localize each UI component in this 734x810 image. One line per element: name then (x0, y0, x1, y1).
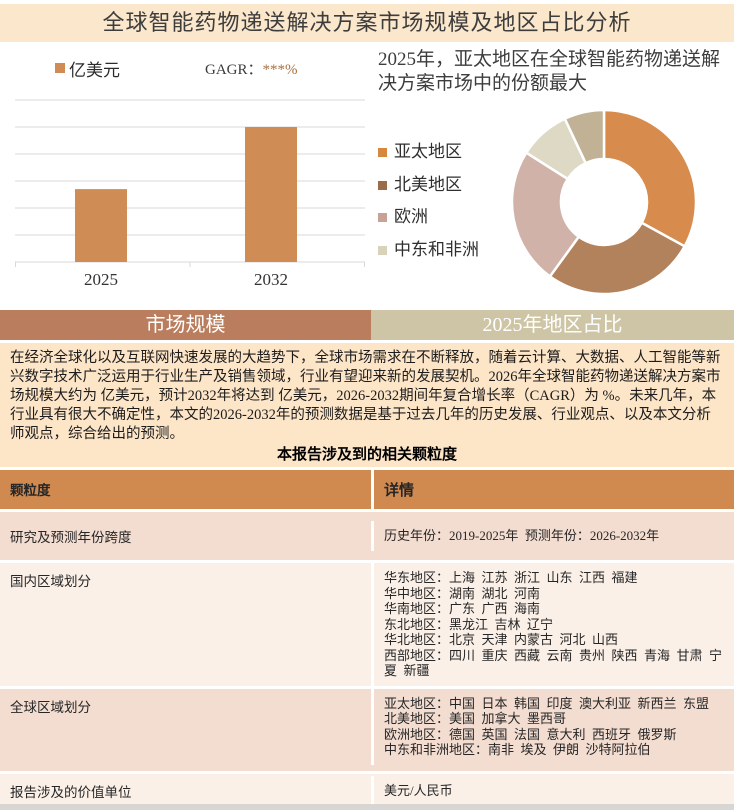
legend-marker-icon (378, 148, 387, 157)
legend-label: 中东和非洲 (394, 239, 479, 259)
legend-item: 亚太地区 (378, 142, 490, 162)
bottom-edge-strip (0, 804, 734, 810)
bar-chart-svg: 2025 2032 (15, 99, 365, 289)
detail-line: 历史年份：2019-2025年 预测年份：2026-2032年 (384, 528, 660, 544)
detail-line: 东北地区：黑龙江 吉林 辽宁 (384, 616, 554, 632)
section-header-region-share: 2025年地区占比 (371, 310, 734, 340)
detail-line: 亚太地区：中国 日本 韩国 印度 澳大利亚 新西兰 东盟 (384, 695, 710, 711)
legend-label: 欧洲 (394, 207, 428, 227)
legend-item: 中东和非洲 (378, 240, 490, 260)
row-detail: 亚太地区：中国 日本 韩国 印度 澳大利亚 新西兰 东盟 北美地区：美国 加拿大 … (371, 688, 734, 765)
legend-item: 欧洲 (378, 207, 490, 227)
x-axis-label: 2032 (254, 270, 288, 289)
detail-line: 美元/人民币 (384, 782, 453, 798)
table-header-row: 颗粒度 详情 (0, 470, 734, 509)
section-header-row: 市场规模 2025年地区占比 (0, 310, 734, 340)
detail-line: 华中地区：湖南 湖北 河南 (384, 585, 541, 601)
donut-chart-svg (510, 108, 698, 296)
table-row: 国内区域划分 华东地区：上海 江苏 浙江 山东 江西 福建 华中地区：湖南 湖北 河… (0, 563, 734, 686)
detail-line: 华东地区：上海 江苏 浙江 山东 江西 福建 (384, 570, 638, 585)
legend-marker-icon (378, 213, 387, 223)
table-row: 研究及预测年份跨度 历史年份：2019-2025年 预测年份：2026-2032年 (0, 512, 734, 560)
legend-label: 北美地区 (394, 174, 462, 194)
unit-legend-label: 亿美元 (69, 61, 120, 80)
legend-item: 北美地区 (378, 175, 490, 195)
market-size-bar-panel: 亿美元 GAGR：***% 2025 2032 (0, 42, 370, 310)
description-block: 在经济全球化以及互联网快速发展的大趋势下，全球市场需求在不断释放，随着云计算、大… (0, 343, 734, 467)
bar-2032 (245, 127, 297, 262)
row-detail: 美元/人民币 (371, 775, 734, 806)
bar-chart-legend: 亿美元 GAGR：***% (0, 56, 370, 80)
legend-label: 亚太地区 (394, 142, 462, 161)
charts-row: 亿美元 GAGR：***% 2025 2032 2025年，亚太地区在全球智能药物… (0, 42, 734, 310)
row-label: 国内区域划分 (10, 574, 91, 589)
table-row: 全球区域划分 亚太地区：中国 日本 韩国 印度 澳大利亚 新西兰 东盟 北美地区：美… (0, 688, 734, 771)
detail-line: 北美地区：美国 加拿大 墨西哥 (384, 711, 567, 726)
section-header-market-size: 市场规模 (0, 310, 371, 340)
bar-2025 (75, 189, 127, 262)
donut-slice-北美地区 (548, 221, 686, 296)
table-title: 本报告涉及到的相关颗粒度 (276, 447, 457, 463)
donut-slice-亚太地区 (602, 108, 698, 248)
row-label: 报告涉及的价值单位 (10, 784, 132, 800)
detail-line: 欧洲地区：德国 英国 法国 意大利 西班牙 俄罗斯 (384, 726, 677, 742)
cagr-value: ***% (262, 62, 298, 78)
detail-line: 华北地区：北京 天津 内蒙古 河北 山西 (384, 632, 619, 647)
granularity-table: 颗粒度 详情 研究及预测年份跨度 历史年份：2019-2025年 预测年份：202… (0, 470, 734, 810)
detail-line: 华南地区：广东 广西 海南 (384, 601, 541, 616)
detail-line: 西部地区：四川 重庆 西藏 云南 贵州 陕西 青海 甘肃 宁夏 新疆 (384, 647, 723, 679)
table-row: 报告涉及的价值单位 美元/人民币 (0, 773, 734, 808)
table-body: 研究及预测年份跨度 历史年份：2019-2025年 预测年份：2026-2032年… (0, 512, 734, 808)
donut-slice-欧洲 (510, 151, 580, 278)
description-paragraph: 在经济全球化以及互联网快速发展的大趋势下，全球市场需求在不断释放，随着云计算、大… (10, 350, 721, 442)
x-axis-label: 2025 (84, 270, 118, 289)
legend-marker-icon (378, 245, 387, 255)
cagr-label: GAGR： (205, 62, 263, 78)
page-title: 全球智能药物递送解决方案市场规模及地区占比分析 (0, 4, 734, 42)
table-header-granularity: 颗粒度 (10, 483, 51, 498)
row-label: 研究及预测年份跨度 (10, 530, 132, 545)
donut-slice-unlabeled (563, 108, 606, 165)
donut-heading: 2025年，亚太地区在全球智能药物递送解决方案市场中的份额最大 (378, 49, 721, 94)
legend-marker-icon (378, 180, 387, 190)
unit-legend-marker-icon (55, 63, 65, 73)
row-detail: 历史年份：2019-2025年 预测年份：2026-2032年 (371, 521, 734, 551)
row-label: 全球区域划分 (10, 699, 91, 715)
donut-legend: 亚太地区北美地区欧洲中东和非洲 (378, 142, 490, 259)
table-header-detail: 详情 (371, 470, 734, 509)
cagr-text: GAGR：***% (205, 58, 298, 79)
row-detail: 华东地区：上海 江苏 浙江 山东 江西 福建 华中地区：湖南 湖北 河南 华南地区：… (371, 563, 734, 686)
detail-line: 中东和非洲地区：南非 埃及 伊朗 沙特阿拉伯 (384, 742, 651, 757)
region-share-donut-panel: 2025年，亚太地区在全球智能药物递送解决方案市场中的份额最大 亚太地区北美地区… (370, 42, 734, 310)
